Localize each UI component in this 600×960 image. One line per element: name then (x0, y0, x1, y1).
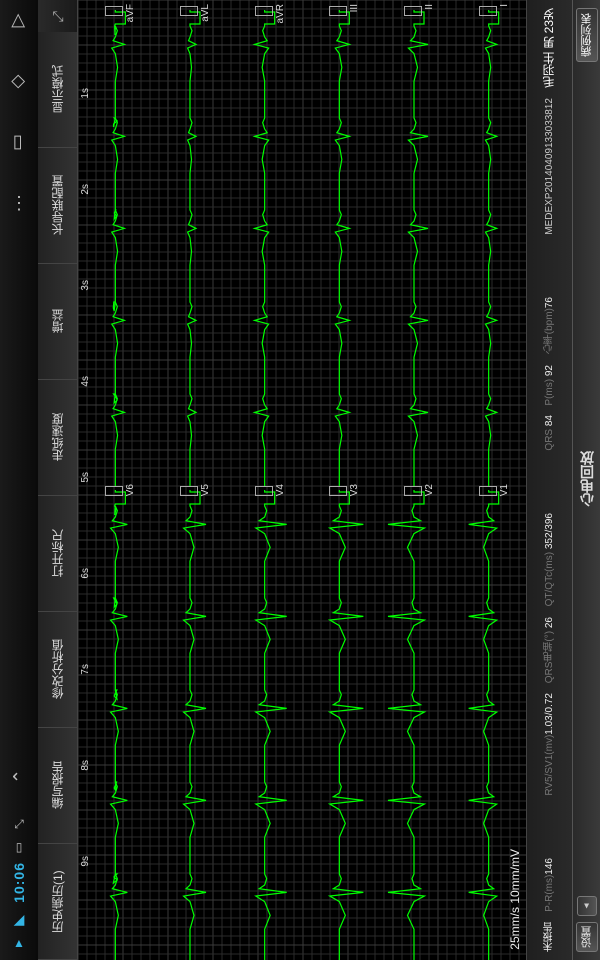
calibration-box-V4 (255, 486, 273, 496)
paper-speed-button[interactable]: 走纸速度 (38, 380, 77, 496)
patient-name: 毛羽生 男 23岁 (542, 8, 558, 88)
edit-analysis-button[interactable]: 修改分析值 (38, 612, 77, 728)
calibration-box-V1 (479, 486, 497, 496)
calibration-box-aVF (105, 6, 123, 16)
time-mark: 3s (80, 280, 91, 291)
report-status: 未报告 (543, 922, 556, 952)
recent-apps-icon[interactable]: ▭ (8, 134, 29, 151)
expand-icon[interactable]: ⤡ (38, 0, 78, 32)
fullscreen-icon: ⤢ (14, 817, 24, 832)
lead-label-aVF: aVF (125, 4, 136, 22)
home-icon[interactable]: ◇ (9, 75, 30, 89)
calibration-box-II (404, 6, 422, 16)
pr-value: P-R(ms)146 (543, 858, 556, 912)
calibration-box-III (329, 6, 347, 16)
gain-button[interactable]: 增益 (38, 264, 77, 380)
time-mark: 8s (80, 760, 91, 771)
page-title: 心电回放 (577, 451, 597, 507)
toolbar: ⤡ 显示模式 长导联配置 增益 走纸速度 打开标尺 修改分析值 编写报告 历史病… (38, 0, 78, 960)
qrs-value: QRS 84 (543, 415, 556, 451)
time-mark: 2s (80, 184, 91, 195)
lead-label-aVR: aVR (275, 4, 286, 23)
lead-label-V6: V6 (125, 484, 136, 496)
calibration-box-aVR (255, 6, 273, 16)
next-arrow-button[interactable]: ▸ (577, 896, 597, 916)
calibration-box-V2 (404, 486, 422, 496)
exam-id: MEDEXP20140409133033812 (543, 98, 556, 235)
time-mark: 4s (80, 376, 91, 387)
lead-label-V1: V1 (499, 484, 510, 496)
lead-label-V5: V5 (200, 484, 211, 496)
p-value: P(ms) 92 (543, 365, 556, 406)
lead-label-V3: V3 (349, 484, 360, 496)
lead-config-button[interactable]: 长导联配置 (38, 148, 77, 264)
ecg-display[interactable]: IIIIIIaVRaVLaVFV1V2V3V4V5V61s2s3s4s5s6s7… (78, 0, 526, 960)
lead-label-II: II (424, 4, 435, 10)
qt-value: QT/QTc(ms) 352/396 (543, 513, 556, 606)
time-mark: 6s (80, 568, 91, 579)
time-mark: 5s (80, 472, 91, 483)
calibration-box-I (479, 6, 497, 16)
hr-value: 心率(bpm)76 (543, 297, 556, 354)
lead-label-V2: V2 (424, 484, 435, 496)
calibration-box-V5 (180, 486, 198, 496)
wifi-icon: ◢ (14, 911, 25, 928)
calibration-box-V6 (105, 486, 123, 496)
title-bar: 病例列表 心电回放 ▸ 设置 (572, 0, 600, 960)
back-icon[interactable]: ◁ (9, 14, 30, 28)
lead-label-aVL: aVL (200, 4, 211, 22)
menu-icon[interactable]: ⋮ (10, 193, 28, 214)
lead-label-V4: V4 (275, 484, 286, 496)
lead-label-III: III (349, 4, 360, 12)
calibration-box-V3 (329, 486, 347, 496)
system-navigation-bar: ◁ ◇ ▭ ⋮ ⌄ ⤢ ▯ 10:06 ◢ ▲ (0, 0, 38, 960)
status-clock: 10:06 (11, 862, 27, 903)
measurements-bar: 毛羽生 男 23岁 MEDEXP20140409133033812 心率(bpm… (526, 0, 572, 960)
axis-value: QRS电轴(°) 26 (543, 617, 556, 683)
card-icon: ▯ (16, 840, 23, 854)
case-list-button[interactable]: 病例列表 (576, 8, 598, 62)
calibration-box-aVL (180, 6, 198, 16)
hide-bar-icon[interactable]: ⌄ (9, 769, 30, 784)
time-mark: 9s (80, 856, 91, 867)
scale-label: 25mm/s 10mm/mV (508, 849, 522, 950)
time-mark: 7s (80, 664, 91, 675)
display-mode-button[interactable]: 显示模式 (38, 32, 77, 148)
lead-label-I: I (499, 4, 510, 7)
ruler-button[interactable]: 打开标尺 (38, 496, 77, 612)
history-button[interactable]: 历史病历(1) (38, 844, 77, 960)
rv5sv1-value: RV5/SV1(mv)1.03/0.72 (543, 693, 556, 796)
settings-button[interactable]: 设置 (576, 922, 598, 952)
write-report-button[interactable]: 编写报告 (38, 728, 77, 844)
battery-icon: ▲ (13, 936, 25, 950)
time-mark: 1s (80, 88, 91, 99)
